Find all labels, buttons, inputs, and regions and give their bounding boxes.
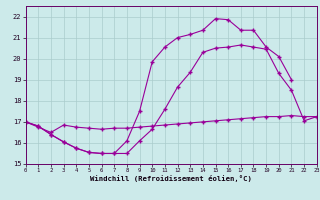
X-axis label: Windchill (Refroidissement éolien,°C): Windchill (Refroidissement éolien,°C) xyxy=(90,175,252,182)
